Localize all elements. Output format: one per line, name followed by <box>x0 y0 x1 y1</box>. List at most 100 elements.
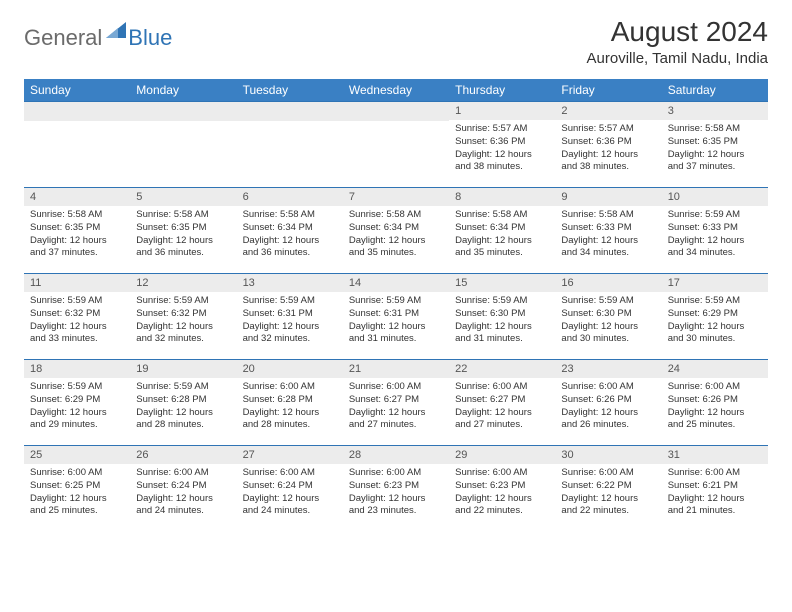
title-block: August 2024 Auroville, Tamil Nadu, India <box>587 16 768 67</box>
day-cell: 12Sunrise: 5:59 AMSunset: 6:32 PMDayligh… <box>130 274 236 360</box>
day-cell: 8Sunrise: 5:58 AMSunset: 6:34 PMDaylight… <box>449 188 555 274</box>
day-body: Sunrise: 5:59 AMSunset: 6:32 PMDaylight:… <box>24 292 130 350</box>
day-body: Sunrise: 6:00 AMSunset: 6:27 PMDaylight:… <box>343 378 449 436</box>
day-number: 9 <box>555 188 661 206</box>
empty-day-number <box>343 102 449 121</box>
day-body: Sunrise: 5:57 AMSunset: 6:36 PMDaylight:… <box>449 120 555 178</box>
calendar-table: Sunday Monday Tuesday Wednesday Thursday… <box>24 79 768 532</box>
location: Auroville, Tamil Nadu, India <box>587 50 768 67</box>
day-body: Sunrise: 6:00 AMSunset: 6:21 PMDaylight:… <box>662 464 768 522</box>
weekday-header: Thursday <box>449 79 555 102</box>
day-body: Sunrise: 5:57 AMSunset: 6:36 PMDaylight:… <box>555 120 661 178</box>
day-number: 17 <box>662 274 768 292</box>
weekday-row: Sunday Monday Tuesday Wednesday Thursday… <box>24 79 768 102</box>
weekday-header: Wednesday <box>343 79 449 102</box>
day-body: Sunrise: 6:00 AMSunset: 6:28 PMDaylight:… <box>237 378 343 436</box>
month-title: August 2024 <box>587 16 768 48</box>
weekday-header: Sunday <box>24 79 130 102</box>
day-cell <box>237 102 343 188</box>
day-cell: 28Sunrise: 6:00 AMSunset: 6:23 PMDayligh… <box>343 446 449 532</box>
day-body: Sunrise: 6:00 AMSunset: 6:22 PMDaylight:… <box>555 464 661 522</box>
day-body: Sunrise: 6:00 AMSunset: 6:23 PMDaylight:… <box>343 464 449 522</box>
logo-text-blue: Blue <box>128 25 172 51</box>
weekday-header: Monday <box>130 79 236 102</box>
day-number: 22 <box>449 360 555 378</box>
day-body: Sunrise: 5:58 AMSunset: 6:35 PMDaylight:… <box>662 120 768 178</box>
day-body: Sunrise: 5:59 AMSunset: 6:33 PMDaylight:… <box>662 206 768 264</box>
day-cell: 30Sunrise: 6:00 AMSunset: 6:22 PMDayligh… <box>555 446 661 532</box>
day-cell: 4Sunrise: 5:58 AMSunset: 6:35 PMDaylight… <box>24 188 130 274</box>
day-cell: 22Sunrise: 6:00 AMSunset: 6:27 PMDayligh… <box>449 360 555 446</box>
week-row: 18Sunrise: 5:59 AMSunset: 6:29 PMDayligh… <box>24 360 768 446</box>
week-row: 25Sunrise: 6:00 AMSunset: 6:25 PMDayligh… <box>24 446 768 532</box>
day-number: 23 <box>555 360 661 378</box>
day-number: 30 <box>555 446 661 464</box>
day-cell: 26Sunrise: 6:00 AMSunset: 6:24 PMDayligh… <box>130 446 236 532</box>
day-body: Sunrise: 5:59 AMSunset: 6:30 PMDaylight:… <box>449 292 555 350</box>
day-number: 5 <box>130 188 236 206</box>
week-row: 1Sunrise: 5:57 AMSunset: 6:36 PMDaylight… <box>24 102 768 188</box>
day-number: 6 <box>237 188 343 206</box>
week-row: 4Sunrise: 5:58 AMSunset: 6:35 PMDaylight… <box>24 188 768 274</box>
logo-triangle-icon <box>106 22 126 43</box>
logo-text-general: General <box>24 25 102 51</box>
day-body: Sunrise: 5:58 AMSunset: 6:34 PMDaylight:… <box>343 206 449 264</box>
day-number: 11 <box>24 274 130 292</box>
day-cell <box>343 102 449 188</box>
day-number: 28 <box>343 446 449 464</box>
day-cell: 2Sunrise: 5:57 AMSunset: 6:36 PMDaylight… <box>555 102 661 188</box>
day-number: 14 <box>343 274 449 292</box>
day-body: Sunrise: 5:58 AMSunset: 6:34 PMDaylight:… <box>237 206 343 264</box>
day-body: Sunrise: 6:00 AMSunset: 6:24 PMDaylight:… <box>130 464 236 522</box>
day-number: 1 <box>449 102 555 120</box>
day-cell: 3Sunrise: 5:58 AMSunset: 6:35 PMDaylight… <box>662 102 768 188</box>
day-body: Sunrise: 5:58 AMSunset: 6:34 PMDaylight:… <box>449 206 555 264</box>
day-cell: 21Sunrise: 6:00 AMSunset: 6:27 PMDayligh… <box>343 360 449 446</box>
day-number: 18 <box>24 360 130 378</box>
day-cell <box>130 102 236 188</box>
day-number: 29 <box>449 446 555 464</box>
day-body: Sunrise: 6:00 AMSunset: 6:26 PMDaylight:… <box>662 378 768 436</box>
day-body: Sunrise: 5:59 AMSunset: 6:31 PMDaylight:… <box>237 292 343 350</box>
day-number: 27 <box>237 446 343 464</box>
day-number: 25 <box>24 446 130 464</box>
weekday-header: Friday <box>555 79 661 102</box>
day-body: Sunrise: 5:59 AMSunset: 6:30 PMDaylight:… <box>555 292 661 350</box>
empty-day-number <box>237 102 343 121</box>
day-cell: 27Sunrise: 6:00 AMSunset: 6:24 PMDayligh… <box>237 446 343 532</box>
day-cell: 16Sunrise: 5:59 AMSunset: 6:30 PMDayligh… <box>555 274 661 360</box>
day-number: 2 <box>555 102 661 120</box>
day-body: Sunrise: 6:00 AMSunset: 6:23 PMDaylight:… <box>449 464 555 522</box>
day-number: 7 <box>343 188 449 206</box>
day-body: Sunrise: 5:59 AMSunset: 6:29 PMDaylight:… <box>662 292 768 350</box>
logo: General Blue <box>24 22 172 53</box>
day-cell: 10Sunrise: 5:59 AMSunset: 6:33 PMDayligh… <box>662 188 768 274</box>
day-cell: 31Sunrise: 6:00 AMSunset: 6:21 PMDayligh… <box>662 446 768 532</box>
day-cell: 24Sunrise: 6:00 AMSunset: 6:26 PMDayligh… <box>662 360 768 446</box>
day-number: 19 <box>130 360 236 378</box>
day-body: Sunrise: 5:59 AMSunset: 6:28 PMDaylight:… <box>130 378 236 436</box>
header: General Blue August 2024 Auroville, Tami… <box>24 16 768 67</box>
day-cell: 20Sunrise: 6:00 AMSunset: 6:28 PMDayligh… <box>237 360 343 446</box>
day-cell: 13Sunrise: 5:59 AMSunset: 6:31 PMDayligh… <box>237 274 343 360</box>
weekday-header: Saturday <box>662 79 768 102</box>
weekday-header: Tuesday <box>237 79 343 102</box>
day-body: Sunrise: 6:00 AMSunset: 6:26 PMDaylight:… <box>555 378 661 436</box>
day-body: Sunrise: 5:58 AMSunset: 6:35 PMDaylight:… <box>24 206 130 264</box>
day-body: Sunrise: 5:59 AMSunset: 6:32 PMDaylight:… <box>130 292 236 350</box>
day-cell: 25Sunrise: 6:00 AMSunset: 6:25 PMDayligh… <box>24 446 130 532</box>
day-number: 8 <box>449 188 555 206</box>
day-body: Sunrise: 5:58 AMSunset: 6:35 PMDaylight:… <box>130 206 236 264</box>
day-cell: 6Sunrise: 5:58 AMSunset: 6:34 PMDaylight… <box>237 188 343 274</box>
day-body: Sunrise: 6:00 AMSunset: 6:27 PMDaylight:… <box>449 378 555 436</box>
day-cell: 7Sunrise: 5:58 AMSunset: 6:34 PMDaylight… <box>343 188 449 274</box>
day-cell: 15Sunrise: 5:59 AMSunset: 6:30 PMDayligh… <box>449 274 555 360</box>
day-body: Sunrise: 5:58 AMSunset: 6:33 PMDaylight:… <box>555 206 661 264</box>
day-number: 13 <box>237 274 343 292</box>
day-cell: 29Sunrise: 6:00 AMSunset: 6:23 PMDayligh… <box>449 446 555 532</box>
day-number: 24 <box>662 360 768 378</box>
day-number: 15 <box>449 274 555 292</box>
day-cell: 5Sunrise: 5:58 AMSunset: 6:35 PMDaylight… <box>130 188 236 274</box>
day-number: 31 <box>662 446 768 464</box>
day-cell: 23Sunrise: 6:00 AMSunset: 6:26 PMDayligh… <box>555 360 661 446</box>
